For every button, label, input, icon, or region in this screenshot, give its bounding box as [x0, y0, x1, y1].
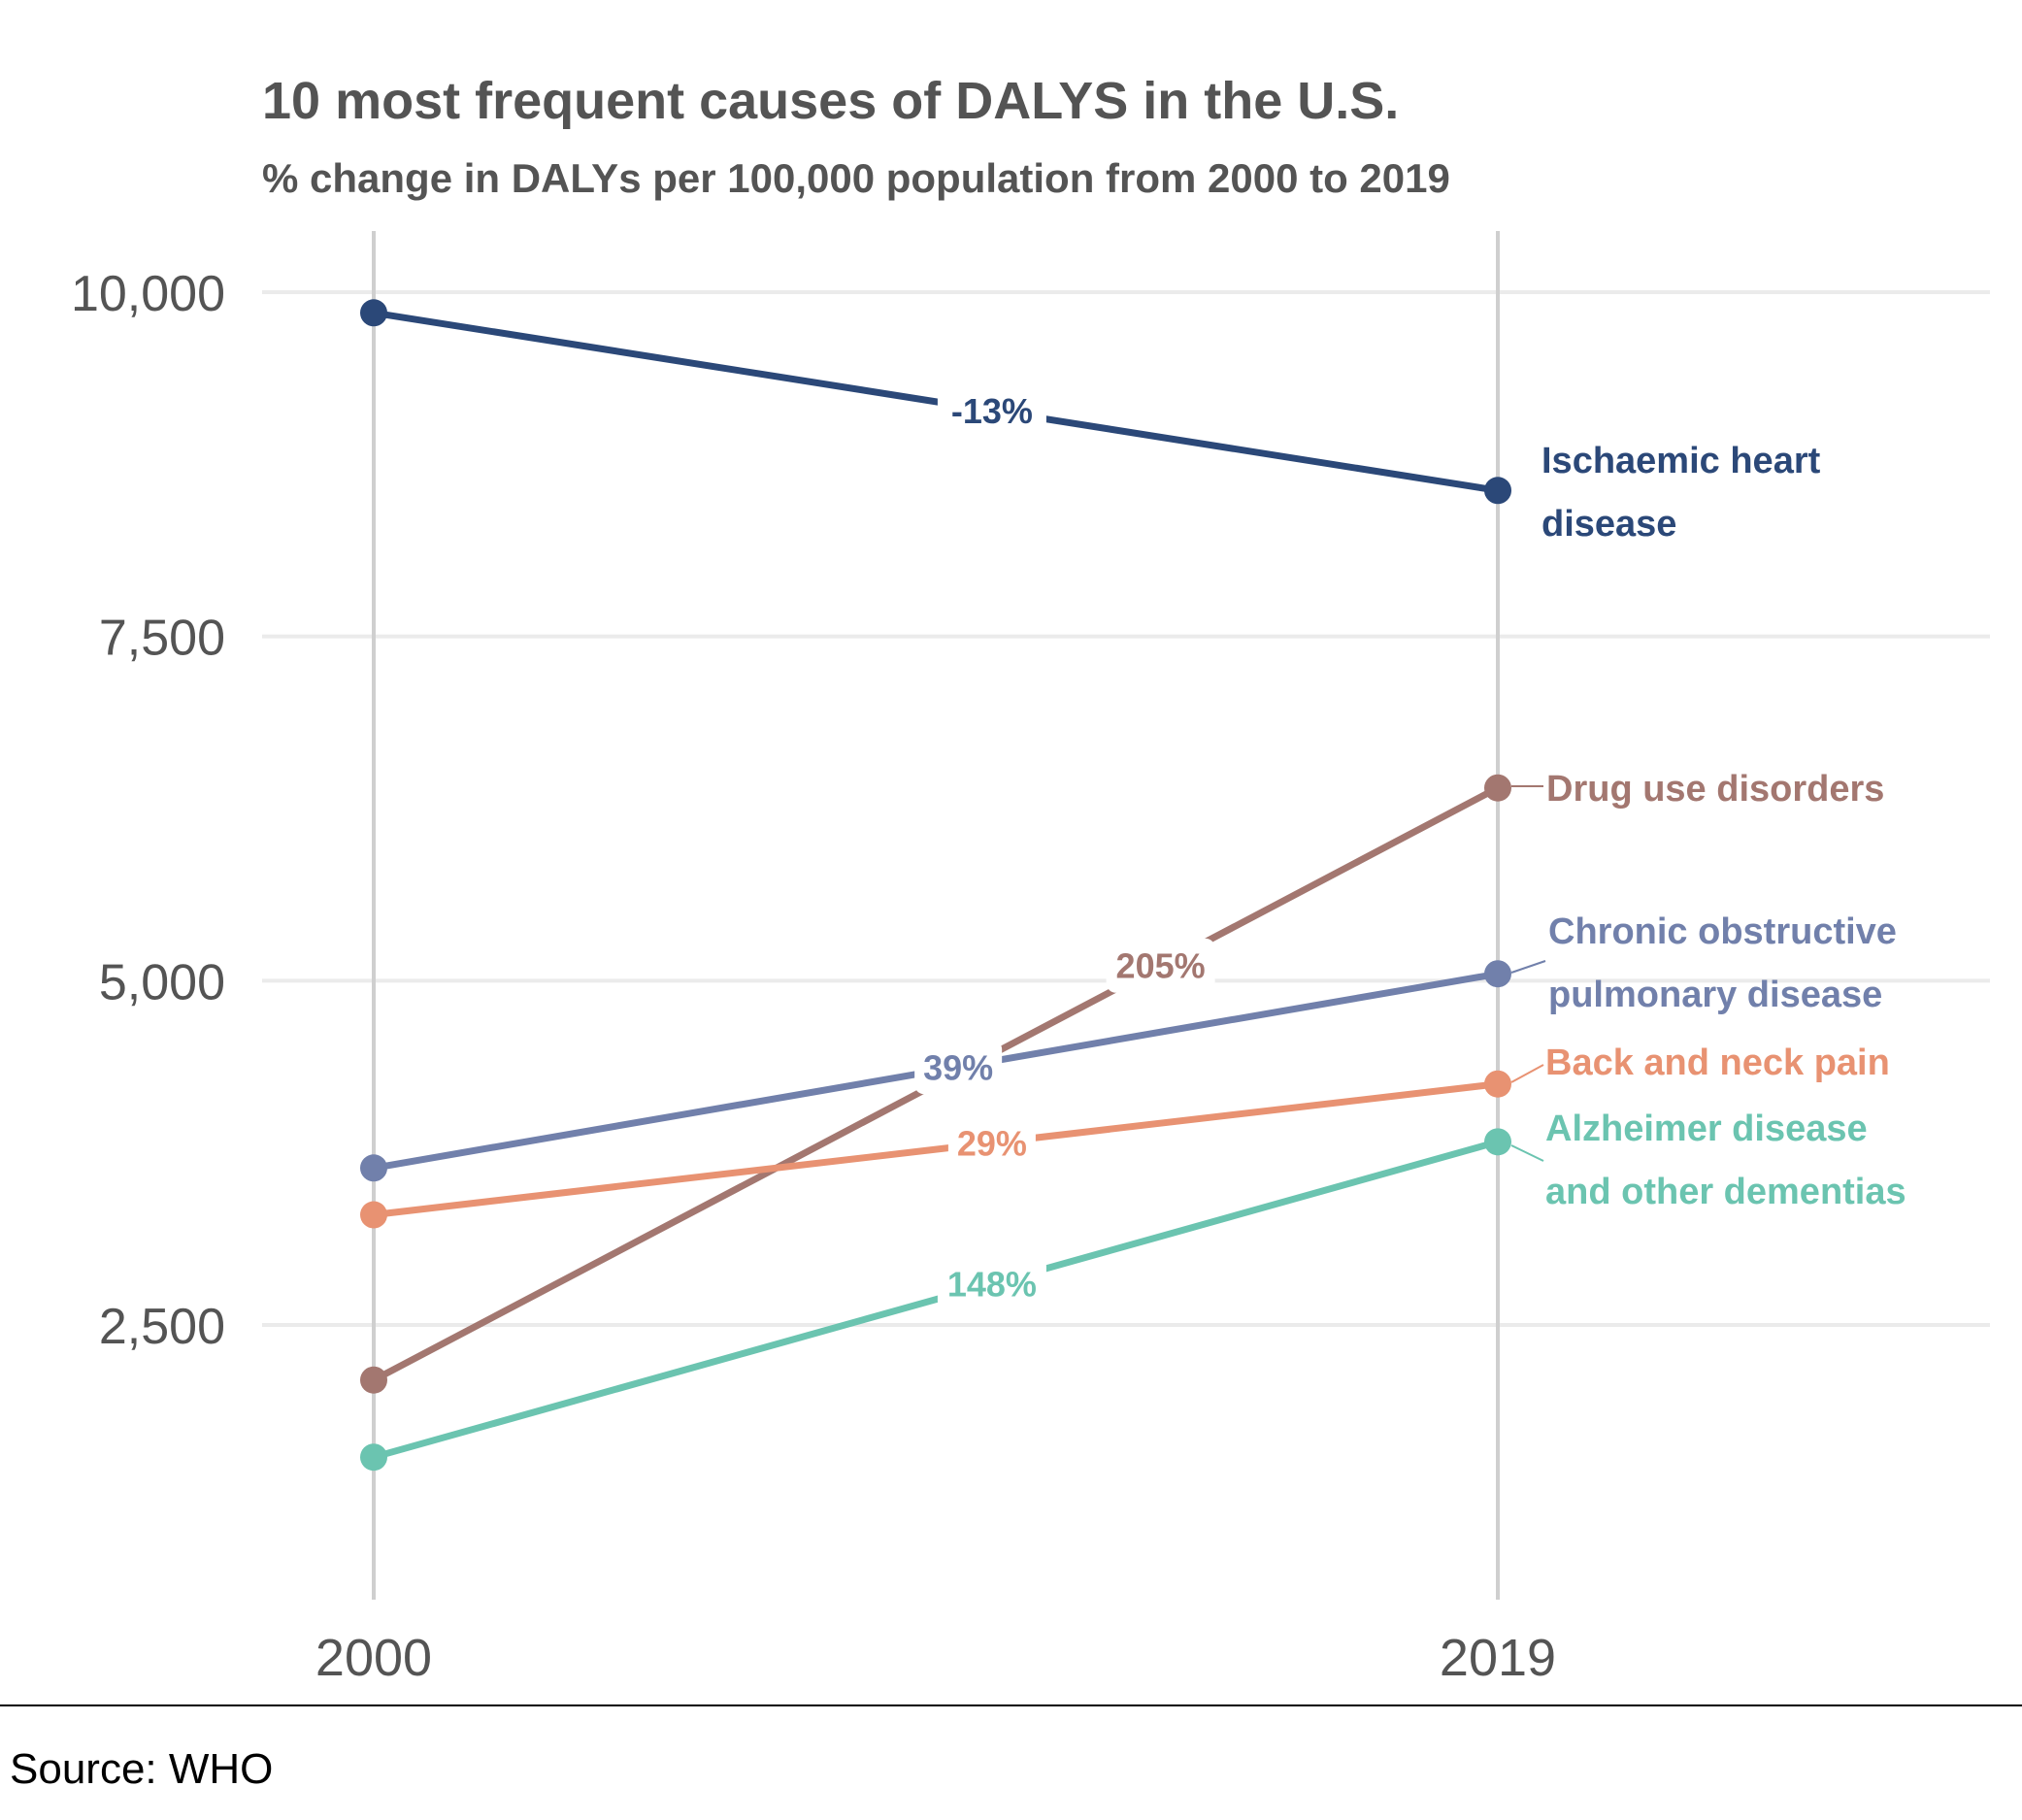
data-point	[1484, 960, 1511, 988]
change-label-box	[937, 382, 1046, 438]
series-label: Back and neck pain	[1545, 1042, 1890, 1083]
change-label: 39%	[923, 1047, 993, 1087]
data-point	[360, 1154, 387, 1182]
x-axis-ticks: 2000 2019	[315, 1629, 1556, 1687]
data-point	[1484, 1070, 1511, 1098]
series-label: Ischaemic heart disease	[1541, 441, 1821, 545]
data-point	[1484, 1128, 1511, 1156]
series-labels: Ischaemic heart disease Drug use disorders…	[1510, 441, 1906, 1212]
series-label-line: pulmonary disease	[1548, 975, 1882, 1015]
change-label: -13%	[951, 391, 1033, 431]
change-label-box	[1106, 938, 1215, 993]
chart-title: 10 most frequent causes of DALYS in the …	[262, 72, 1399, 130]
series-label-line: and other dementias	[1545, 1172, 1906, 1212]
chart-subtitle: % change in DALYs per 100,000 population…	[262, 155, 1450, 201]
label-leader	[1510, 1064, 1544, 1083]
series-line	[370, 1138, 1502, 1461]
label-leader	[1510, 960, 1546, 974]
change-label: 29%	[957, 1123, 1027, 1163]
x-tick-label: 2000	[315, 1629, 432, 1687]
series-label-line: disease	[1541, 504, 1676, 545]
change-label: 205%	[1116, 946, 1206, 986]
y-tick-label: 2,500	[99, 1299, 225, 1355]
data-point	[360, 1201, 387, 1229]
series-label-line: Back and neck pain	[1545, 1042, 1890, 1083]
y-axis-ticks: 10,000 7,500 5,000 2,500	[71, 266, 225, 1355]
series-label-line: Chronic obstructive	[1548, 911, 1897, 952]
data-point	[1484, 477, 1511, 505]
series-label-line: Ischaemic heart	[1541, 441, 1821, 481]
data-point	[360, 1366, 387, 1394]
change-label-box	[937, 1256, 1046, 1311]
label-leader	[1510, 1144, 1544, 1162]
series-line	[370, 1080, 1502, 1219]
source-note: Source: WHO	[10, 1745, 273, 1793]
change-label-box	[947, 1115, 1036, 1171]
series-lines: -13% 205% 39% 29% 148%	[360, 299, 1511, 1472]
series-label-line: Drug use disorders	[1546, 769, 1884, 810]
x-tick-label: 2019	[1440, 1629, 1556, 1687]
series-line	[370, 309, 1502, 494]
y-tick-label: 7,500	[99, 611, 225, 667]
series-label: Chronic obstructive pulmonary disease	[1548, 911, 1897, 1015]
series-label: Alzheimer disease and other dementias	[1545, 1109, 1906, 1212]
change-label-box	[914, 1040, 1003, 1095]
data-point	[360, 1443, 387, 1472]
series-label: Drug use disorders	[1546, 769, 1884, 810]
y-tick-label: 5,000	[99, 954, 225, 1010]
y-tick-label: 10,000	[71, 266, 225, 322]
series-label-line: Alzheimer disease	[1545, 1109, 1868, 1149]
change-label: 148%	[947, 1265, 1037, 1305]
data-point	[360, 299, 387, 327]
data-point	[1484, 774, 1511, 802]
